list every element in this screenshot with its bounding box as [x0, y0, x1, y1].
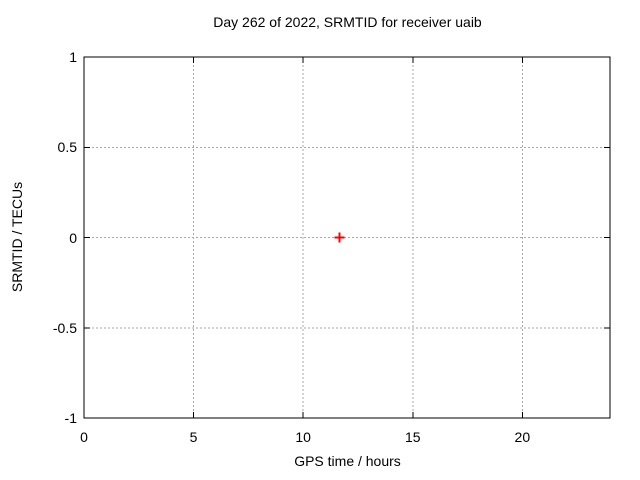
x-tick-label: 15 [404, 429, 421, 445]
x-tick-label: 5 [189, 429, 198, 445]
y-tick-label: -1 [64, 410, 77, 426]
plot-border [83, 56, 611, 419]
chart-title: Day 262 of 2022, SRMTID for receiver uai… [213, 14, 482, 30]
x-tick-label: 20 [514, 429, 531, 445]
x-tick-label: 10 [295, 429, 311, 445]
y-tick-label: 1 [69, 49, 77, 65]
x-axis-label: GPS time / hours [294, 453, 401, 469]
y-tick-label: 0 [69, 229, 77, 246]
y-tick-label: -0.5 [52, 319, 77, 336]
y-tick-label: 0.5 [57, 139, 77, 156]
x-tick-label: 0 [80, 429, 88, 445]
